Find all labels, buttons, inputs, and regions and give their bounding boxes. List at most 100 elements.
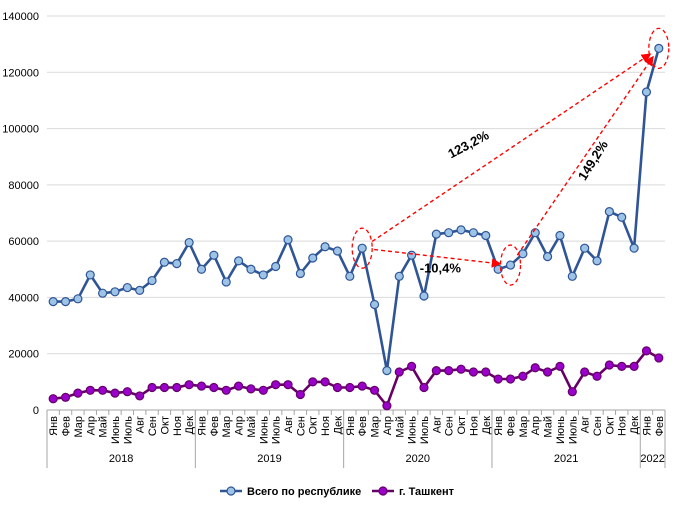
highlight-ellipse	[648, 27, 670, 70]
data-point	[654, 43, 664, 53]
x-tick-label: Янв	[197, 416, 209, 436]
x-tick-label: Окт	[159, 416, 171, 435]
y-tick-label: 40000	[8, 292, 39, 304]
data-point	[567, 271, 577, 281]
data-point	[617, 361, 627, 371]
data-point	[196, 381, 207, 391]
data-point	[604, 206, 614, 217]
annotation-arrow	[516, 55, 654, 256]
data-point	[382, 366, 392, 376]
data-point	[172, 382, 182, 393]
data-point	[110, 287, 120, 297]
data-point	[258, 270, 268, 280]
data-point	[555, 230, 565, 241]
data-point	[505, 260, 516, 270]
data-point	[580, 243, 590, 253]
data-point	[209, 382, 219, 393]
data-point	[221, 385, 231, 395]
data-point	[159, 257, 170, 267]
x-tick-label: Авг	[580, 416, 592, 433]
data-point	[283, 380, 293, 390]
legend-marker-0	[226, 486, 236, 496]
x-tick-label: Фев	[209, 416, 221, 436]
data-point	[592, 371, 602, 381]
x-tick-label: Сен	[147, 416, 159, 436]
annotation-label: 123,2%	[445, 127, 491, 161]
data-point	[295, 268, 305, 279]
x-tick-label: Ноя	[468, 416, 480, 436]
data-point	[246, 264, 256, 274]
data-point	[332, 382, 343, 393]
data-point	[345, 382, 355, 393]
year-label: 2019	[257, 453, 281, 465]
annotations: 123,2% 149,2% -10,4%	[351, 27, 670, 286]
year-label: 2020	[406, 453, 430, 465]
data-point	[369, 299, 380, 310]
data-point	[444, 228, 454, 238]
data-point	[48, 297, 58, 307]
x-tick-label: Июль	[567, 416, 579, 444]
legend-label-1: г. Ташкент	[399, 486, 455, 498]
legend-label-0: Всего по республике	[247, 486, 361, 498]
data-point	[172, 259, 182, 269]
data-point	[530, 363, 540, 373]
x-tick-label: Окт	[604, 416, 616, 435]
annotation-label: -10,4%	[420, 261, 462, 276]
data-point	[518, 371, 528, 381]
data-point	[629, 361, 639, 371]
data-point	[493, 374, 503, 384]
data-point	[419, 291, 429, 301]
data-point	[122, 282, 132, 293]
x-tick-label: Июль	[419, 416, 431, 444]
data-point	[394, 271, 404, 281]
data-point	[345, 271, 355, 281]
data-point	[147, 382, 157, 393]
series-line-0	[53, 48, 661, 372]
series-lines	[48, 43, 664, 411]
series-line-1	[53, 349, 660, 408]
x-tick-label: Янв	[345, 416, 357, 436]
data-point	[122, 387, 132, 397]
data-point	[73, 294, 83, 304]
x-tick-label: Июль	[271, 416, 283, 444]
data-point	[382, 401, 392, 411]
data-point	[419, 382, 429, 393]
data-point	[394, 367, 404, 377]
data-point	[369, 385, 380, 395]
data-point	[505, 374, 516, 384]
data-point	[444, 366, 454, 376]
x-tick-label: Дек	[481, 416, 493, 435]
x-tick-label: Июнь	[110, 416, 122, 444]
data-point	[233, 256, 244, 266]
data-point	[147, 275, 157, 286]
x-tick-label: Авг	[431, 416, 443, 433]
data-point	[258, 385, 268, 395]
highlight-ellipse	[351, 227, 373, 269]
data-point	[221, 277, 231, 287]
data-point	[629, 243, 639, 253]
data-point	[641, 87, 652, 97]
data-point	[308, 253, 318, 263]
data-point	[456, 364, 466, 374]
data-point	[308, 377, 318, 387]
data-point	[110, 388, 120, 398]
data-point	[542, 367, 553, 377]
y-tick-label: 100000	[2, 124, 39, 136]
gridlines	[47, 15, 665, 411]
x-tick-label: Фев	[506, 416, 518, 436]
legend: Всего по республике г. Ташкент	[220, 486, 455, 498]
data-point	[555, 361, 565, 371]
x-tick-label: Ноя	[172, 416, 184, 436]
x-tick-label: Окт	[456, 416, 468, 435]
data-point	[542, 252, 553, 262]
y-tick-label: 20000	[8, 349, 39, 361]
data-point	[357, 243, 367, 253]
data-point	[246, 384, 256, 394]
x-tick-label: Ноя	[320, 416, 332, 436]
x-tick-label: Июль	[122, 416, 134, 444]
x-tick-label: Апр	[382, 416, 394, 435]
annotation-arrow	[374, 248, 502, 268]
data-point	[209, 250, 219, 260]
x-tick-label: Дек	[629, 416, 641, 435]
axes: 0 20000 40000 60000 80000 100000 120000 140000 Я…	[2, 11, 666, 468]
